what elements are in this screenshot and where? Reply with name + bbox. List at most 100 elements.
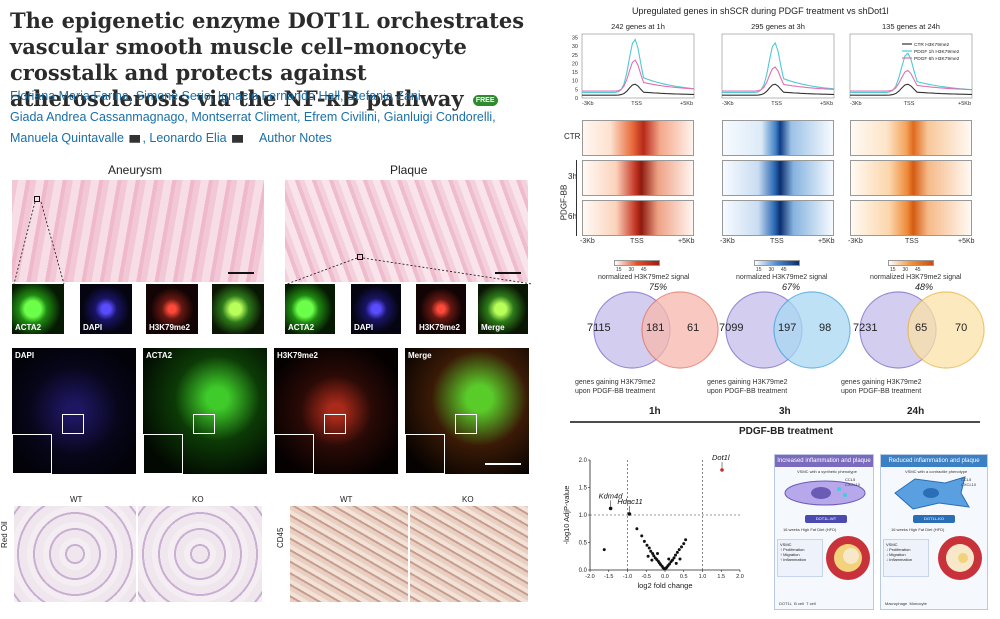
cd45-ko-label: KO [462, 495, 474, 504]
profile-curve-2-1 [850, 52, 973, 94]
xtick-label-7: 1.5 [717, 574, 725, 580]
author-list: Floriana Maria Farina, Simone Serio, Ign… [10, 86, 530, 149]
volcano-point-20 [668, 562, 671, 566]
point-label-2: Dot1l [712, 453, 730, 462]
zoom-lines [13, 201, 532, 285]
profile-xtick-right-1: +5Kb [820, 101, 833, 107]
profile-xtick-mid-2: TSS [904, 101, 915, 107]
venn-1h [593, 291, 719, 369]
author-notes-link[interactable]: Author Notes [258, 131, 332, 145]
inset-merge-aneurysm [212, 284, 264, 334]
cbar-ticks-1: 15 30 45 [616, 267, 647, 273]
profile-title-0: 242 genes at 1h [611, 22, 665, 31]
heatmap-1h-6h [582, 200, 694, 236]
volcano-point-22 [671, 558, 674, 562]
cbar-label-2: normalized H3K79me2 signal [736, 274, 828, 281]
authors-line-2[interactable]: Giada Andrea Cassanmagnago, Montserrat C… [10, 110, 496, 124]
profile-xtick-left-2: -3Kb [850, 101, 862, 107]
heatmap-1h-3h [582, 160, 694, 196]
profile-ytick-6: 5 [575, 87, 578, 93]
point-label-1: Hdac11 [617, 497, 642, 506]
article-title: The epigenetic enzyme DOT1L orchestrates… [10, 8, 530, 112]
free-badge: FREE [472, 95, 498, 106]
oil-red-ko-image [138, 506, 262, 602]
oil-side-label: Red Oil [0, 521, 9, 548]
profile-title-1: 295 genes at 3h [751, 22, 805, 31]
aneurysm-label: Aneurysm [108, 163, 163, 177]
row-label-3h: 3h [568, 172, 577, 181]
heatmap-24h-6h [850, 200, 972, 236]
vsmc-synthetic-cell-icon [784, 480, 866, 506]
cbar-label-1: normalized H3K79me2 signal [598, 274, 690, 281]
authors-line-3: Manuela Quintavalle , Leonardo Elia Auth… [10, 131, 332, 145]
volcano-point-3 [642, 539, 646, 543]
row-label-ctr: CTR [564, 132, 581, 141]
author-elia[interactable]: Leonardo Elia [149, 131, 227, 145]
cbar-ticks-2: 15 30 45 [756, 267, 787, 273]
ytick-label-3: 1.5 [579, 486, 588, 492]
profile-frame-0 [581, 33, 695, 99]
colorbar-blue [754, 260, 800, 266]
profile-curve-0-0 [582, 83, 694, 96]
cd45-ko-image [410, 506, 528, 602]
profile-xtick-right-2: +5Kb [958, 101, 971, 107]
colorbar-red [614, 260, 660, 266]
volcano-point-31 [656, 552, 659, 555]
x-axis-label: log2 fold change [637, 581, 692, 590]
xtick-label-5: 0.5 [680, 574, 688, 580]
xtick-label-4: 0.0 [661, 574, 669, 580]
authors-line-1[interactable]: Floriana Maria Farina, Simone Serio, Ign… [10, 89, 425, 103]
profile-ytick-5: 10 [572, 79, 578, 85]
profile-xtick-left-0: -3Kb [582, 101, 594, 107]
ytick-label-2: 1.0 [579, 513, 588, 519]
xtick-label-0: -2.0 [585, 574, 594, 580]
volcano-point-29 [684, 538, 688, 542]
mail-icon[interactable] [129, 134, 141, 143]
heatmap-3h-6h [722, 200, 834, 236]
heatmap-24h-3h [850, 160, 972, 196]
volcano-point-23 [672, 556, 676, 560]
xtick-label-8: 2.0 [736, 574, 744, 580]
profile-curve-0-2 [582, 59, 695, 92]
profile-ytick-0: 35 [572, 35, 578, 41]
profile-frame-2 [849, 33, 973, 99]
profile-ytick-7: 0 [575, 96, 578, 102]
volcano-point-35 [678, 557, 682, 561]
ytick-label-1: 0.5 [579, 541, 588, 547]
legend-entry-2: PDGF 6h H3K79me2 [914, 56, 960, 62]
author-quintavalle[interactable]: Manuela Quintavalle [10, 131, 124, 145]
profile-xtick-mid-1: TSS [771, 101, 782, 107]
volcano-point-0 [602, 548, 606, 552]
venn-diagrams [570, 291, 985, 423]
profile-curve-2-2 [850, 69, 973, 92]
venn-3h [725, 291, 851, 369]
labeled-point-0 [608, 506, 613, 511]
profile-curve-1-1 [722, 41, 835, 94]
mail-icon[interactable] [232, 134, 244, 143]
schematic-ko-panel: Reduced inflammation and plaque progress… [880, 454, 988, 610]
xtick-label-2: -1.0 [623, 574, 632, 580]
heatmap-1h-ctr [582, 120, 694, 156]
labeled-point-2 [720, 468, 724, 472]
inset-h3k79me2-plaque: H3K79me2 [416, 284, 466, 334]
volcano-point-25 [675, 550, 679, 554]
inset-acta2-plaque: ACTA2 [285, 284, 335, 334]
ytick-label-4: 2.0 [579, 458, 588, 464]
inset-merge-plaque: Merge [478, 284, 528, 334]
dot1l-ko-mouse-label: DOT1L-KO [913, 515, 955, 523]
y-axis-label: -log10 AdjP-value [562, 486, 571, 545]
cd45-side-label: CD45 [276, 527, 285, 548]
schematic-wt-panel: Increased inflammation and plaque progre… [774, 454, 874, 610]
venn-text: 75% 7115 181 61 67% 7099 197 98 48% 7231… [575, 282, 968, 437]
cd45-wt-label: WT [340, 495, 353, 504]
field-acta2: ACTA2 [143, 348, 267, 474]
profile-ytick-1: 30 [572, 44, 578, 50]
artery-ko-icon [938, 536, 982, 580]
schematic-legend: DOT1L B cell T cell [779, 601, 816, 606]
xtick-label-1: -1.5 [604, 574, 613, 580]
schematic-legend-2: Macrophage Monocyte [885, 601, 927, 606]
profile-title-2: 135 genes at 24h [882, 22, 940, 31]
pdgf-bb-group-label: PDGF-BB [559, 184, 569, 221]
chip-profile-plots: 242 genes at 1h -3Kb TSS +5Kb 295 genes at 3… [572, 22, 973, 107]
vsmc-wt-box: VSMC ↑ Proliferation ↑ Migration ↑ Infla… [777, 539, 823, 577]
